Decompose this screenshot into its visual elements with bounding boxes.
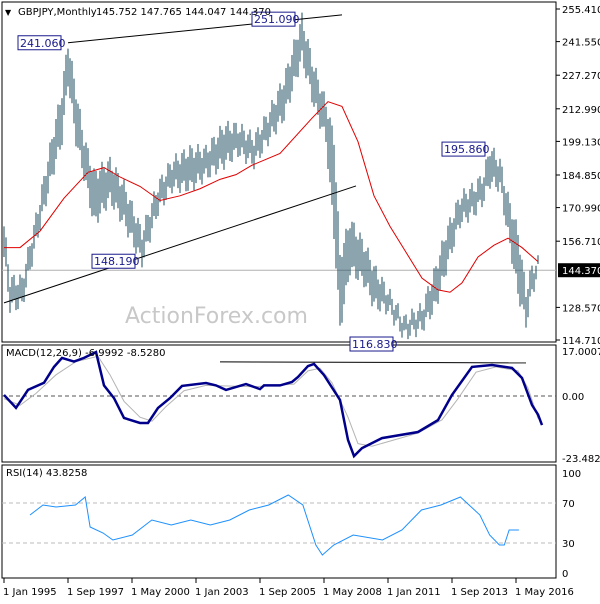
- macd-tick-label: 0.00: [562, 392, 584, 403]
- current-price-badge: [558, 263, 600, 278]
- price-annotation: 116.830: [349, 336, 398, 352]
- date-tick-label: 1 Jan 2003: [195, 587, 249, 598]
- price-tick-label: 212.990: [562, 105, 600, 116]
- price-tick-label: 184.850: [562, 171, 600, 182]
- rsi-panel: [1, 464, 557, 579]
- annotation-label: 195.860: [444, 143, 490, 156]
- date-tick-label: 1 May 2000: [131, 587, 190, 598]
- watermark: ActionForex.com: [125, 304, 308, 329]
- annotation-label: 116.830: [352, 338, 398, 351]
- price-annotation: 195.860: [441, 141, 490, 157]
- trendline: [67, 14, 343, 44]
- chart-symbol: GBPJPY,Monthly: [18, 7, 97, 18]
- current-price-label: 144.370: [562, 266, 600, 277]
- price-annotation: 251.090: [251, 11, 300, 27]
- annotation-box: [251, 11, 296, 27]
- date-tick-label: 1 May 2016: [515, 587, 574, 598]
- price-tick-label: 114.710: [562, 336, 600, 347]
- price-tick-label: 255.410: [562, 5, 600, 16]
- macd-tick-label: 17.0007: [562, 347, 600, 358]
- macd-line: [3, 350, 544, 459]
- rsi-tick-label: 70: [562, 499, 575, 510]
- macd-title: MACD(12,26,9) -6.9992 -8.5280: [6, 348, 166, 359]
- annotation-label: 251.090: [254, 13, 300, 26]
- price-tick-label: 170.990: [562, 204, 600, 215]
- price-tick-label: 241.550: [562, 38, 600, 49]
- macd-panel: [1, 344, 557, 463]
- date-tick-label: 1 Sep 1997: [67, 587, 124, 598]
- date-tick-label: 1 Jan 1995: [3, 587, 57, 598]
- macd-signal-line: [3, 355, 539, 447]
- annotation-box: [441, 141, 486, 157]
- price-annotation: 148.190: [91, 253, 140, 269]
- rsi-tick-label: 30: [562, 539, 575, 550]
- price-panel: [1, 1, 557, 343]
- date-tick-label: 1 May 2008: [323, 587, 382, 598]
- date-tick-label: 1 Sep 2005: [259, 587, 316, 598]
- trendline: [3, 185, 357, 304]
- rsi-tick-label: 100: [562, 469, 581, 480]
- price-annotation: 241.060: [17, 35, 66, 51]
- macd-tick-label: -23.4823: [562, 454, 600, 465]
- price-tick-label: 128.570: [562, 303, 600, 314]
- price-tick-label: 156.710: [562, 237, 600, 248]
- rsi-title: RSI(14) 43.8258: [6, 468, 87, 479]
- chart-ohlc: 145.752 147.765 144.047 144.370: [96, 7, 271, 18]
- moving-average-line: [4, 101, 539, 293]
- annotation-box: [349, 336, 394, 352]
- rsi-line: [29, 494, 519, 556]
- macd-trendline: [219, 361, 527, 364]
- annotation-label: 148.190: [94, 255, 140, 268]
- rsi-tick-label: 0: [562, 569, 568, 580]
- date-tick-label: 1 Sep 2013: [451, 587, 508, 598]
- price-tick-label: 199.130: [562, 137, 600, 148]
- price-tick-label: 227.270: [562, 71, 600, 82]
- annotation-box: [91, 253, 136, 269]
- collapse-triangle-icon[interactable]: ▼: [5, 8, 12, 17]
- annotation-box: [17, 35, 62, 51]
- date-tick-label: 1 Jan 2011: [387, 587, 441, 598]
- annotation-label: 241.060: [20, 37, 66, 50]
